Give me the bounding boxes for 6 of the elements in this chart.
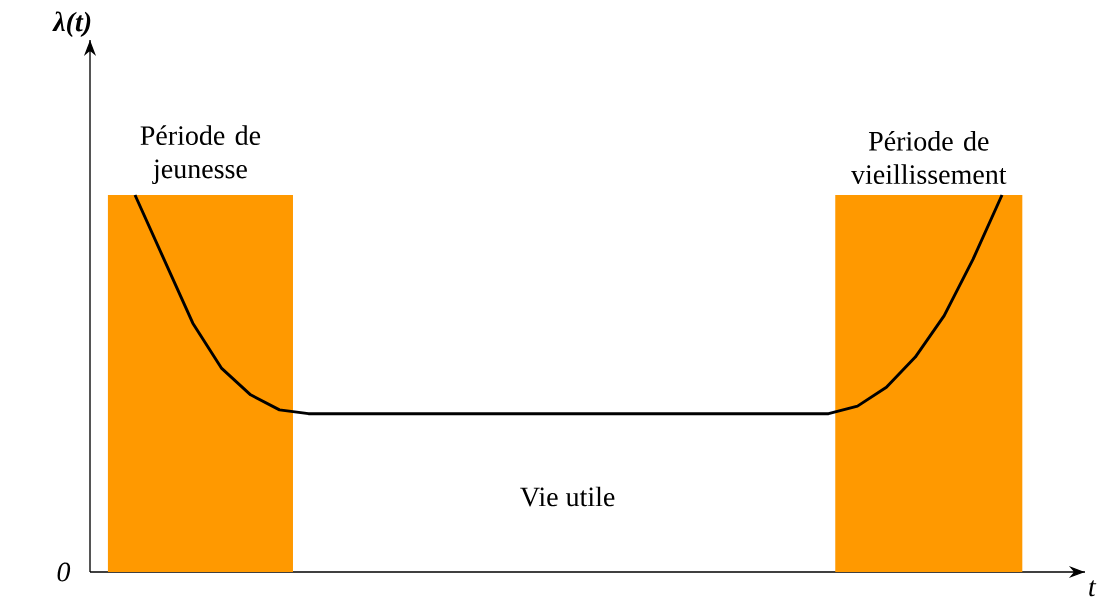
x-axis-title: t (1089, 580, 1097, 597)
text: 0 (57, 562, 71, 582)
annotation: Vie utile (520, 486, 615, 507)
text: Période de jeunesse (140, 125, 261, 185)
text: λ(t) (52, 11, 91, 38)
text: Période de vieillissement (851, 130, 1007, 185)
